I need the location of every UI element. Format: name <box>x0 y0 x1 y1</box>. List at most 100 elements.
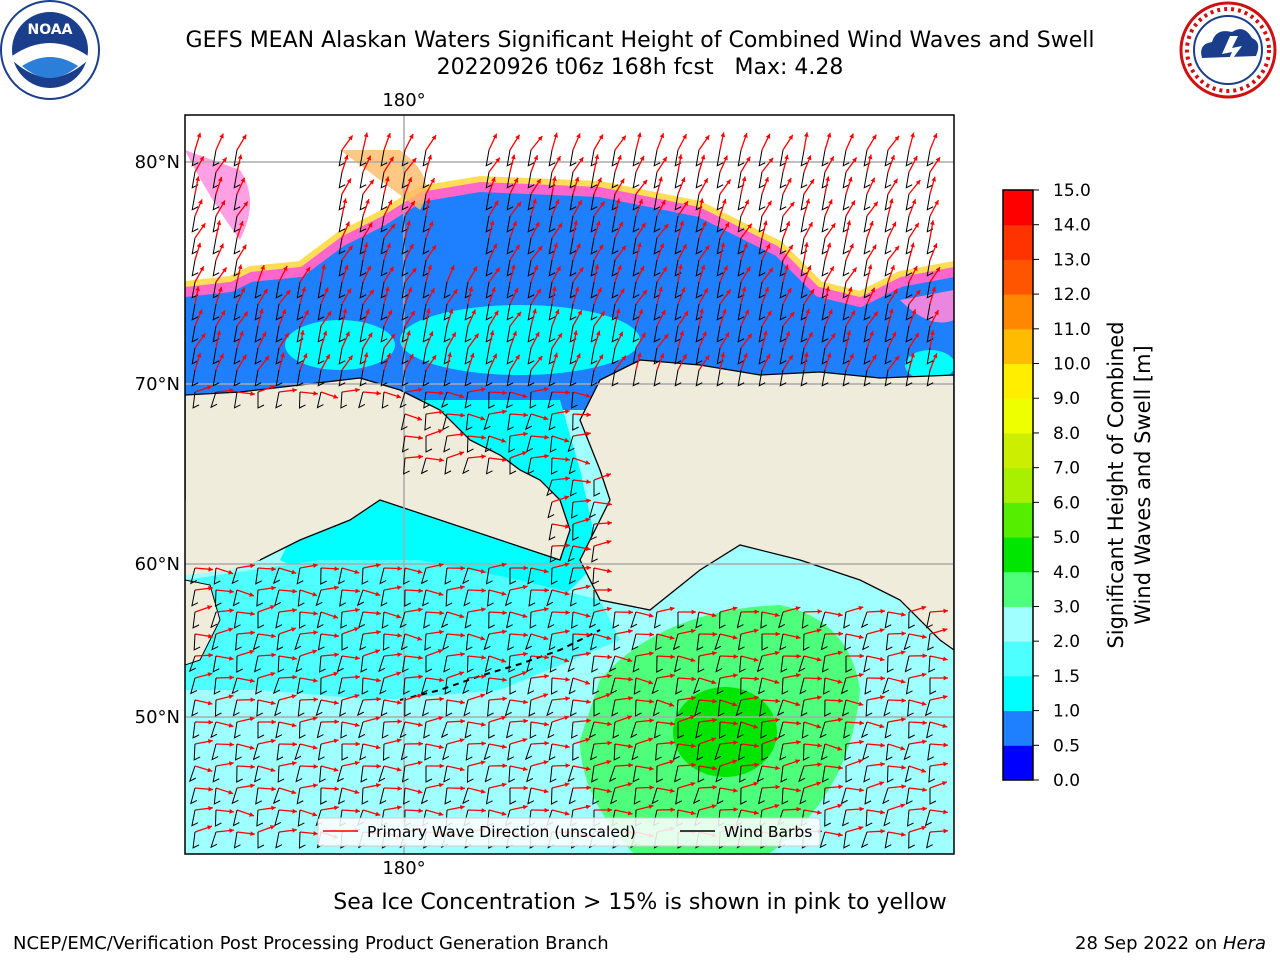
wave-arrow-head <box>700 154 706 160</box>
wind-barb <box>592 567 600 585</box>
wave-arrow-head <box>459 613 465 619</box>
wave-arrow-head <box>838 717 843 723</box>
wave-arrow-head <box>217 176 223 182</box>
wave-arrow-head <box>809 179 815 185</box>
wave-arrow-head <box>285 290 291 295</box>
wave-arrow-head <box>711 737 717 742</box>
wind-barb <box>677 722 685 739</box>
wind-barb <box>425 766 433 783</box>
wind-barb <box>758 347 766 365</box>
wave-arrow-head <box>543 568 549 574</box>
wave-arrow-head <box>585 766 591 771</box>
wind-barb <box>779 215 787 233</box>
wave-arrow-head <box>355 674 360 680</box>
wave-arrow-head <box>576 133 581 139</box>
wind-barb <box>443 435 451 453</box>
wave-arrow-head <box>691 743 696 749</box>
wave-arrow-head <box>348 355 353 361</box>
wave-arrow-head <box>241 134 247 140</box>
wind-barb <box>863 655 871 673</box>
wave-arrow-head <box>367 222 373 228</box>
wave-arrow-head <box>312 563 318 568</box>
wave-arrow-head <box>543 788 549 794</box>
wind-barb <box>212 171 220 189</box>
wave-arrow-head <box>796 787 801 793</box>
wind-barb <box>884 215 892 233</box>
wave-arrow-head <box>873 311 878 317</box>
wind-barb <box>608 655 617 673</box>
wave-arrow-head <box>553 132 559 138</box>
wind-barb <box>674 325 682 343</box>
wave-arrow-head <box>621 135 626 141</box>
wave-arrow-head <box>459 585 465 590</box>
wave-arrow-head <box>228 694 234 700</box>
wave-arrow-head <box>489 220 495 226</box>
wave-arrow-head <box>271 585 276 591</box>
wind-barb <box>193 633 201 651</box>
wave-arrow-head <box>859 787 864 793</box>
wave-arrow-head <box>513 287 519 293</box>
map-frame <box>184 114 955 855</box>
wind-barb <box>212 237 220 255</box>
wave-arrow-head <box>522 613 528 619</box>
wave-arrow-head <box>553 242 559 248</box>
wave-arrow-head <box>480 607 486 612</box>
wave-arrow-head <box>515 134 520 140</box>
wave-arrow-head <box>879 781 885 786</box>
wind-barb <box>884 237 892 255</box>
wind-barb <box>298 391 306 409</box>
wind-barb <box>696 743 704 761</box>
wind-barb <box>191 347 199 365</box>
wave-arrow-head <box>537 356 543 361</box>
wind-barb <box>401 149 409 167</box>
wind-barb <box>400 413 408 431</box>
wave-arrow-head <box>501 562 507 568</box>
wind-barb <box>588 721 596 739</box>
wind-barb <box>590 347 598 365</box>
wind-barb <box>488 611 495 629</box>
wind-barb <box>464 611 472 629</box>
wave-arrow-head <box>732 606 738 612</box>
wave-arrow-head <box>438 591 444 597</box>
wind-barb <box>776 699 785 717</box>
wave-arrow-head <box>606 635 612 641</box>
wind-barb <box>845 656 853 673</box>
colorbar-tick-label: 13.0 <box>1053 250 1091 270</box>
wave-arrow-head <box>333 671 339 677</box>
wind-barb <box>254 369 262 387</box>
wave-arrow-head <box>564 524 570 529</box>
wind-barb <box>277 655 285 673</box>
wind-barb <box>864 787 872 805</box>
wind-barb <box>571 501 578 519</box>
wave-arrow-head <box>552 176 557 182</box>
wave-arrow-head <box>493 310 499 316</box>
wind-barb <box>550 787 558 805</box>
wave-arrow-head <box>638 199 643 205</box>
wave-arrow-head <box>480 788 486 794</box>
wind-barb <box>929 678 937 695</box>
wind-barb <box>275 611 283 629</box>
wind-barb <box>590 171 598 189</box>
wave-arrow-head <box>942 723 948 729</box>
wave-arrow-head <box>291 569 297 575</box>
wave-arrow-head <box>682 354 687 360</box>
wave-arrow-head <box>411 268 417 273</box>
wind-barb <box>316 611 324 629</box>
wave-arrow-head <box>617 154 622 160</box>
wind-barb <box>589 743 597 761</box>
wind-barb <box>800 281 808 299</box>
wind-barb <box>632 237 640 255</box>
wave-arrow-head <box>489 330 495 336</box>
wave-arrow-head <box>564 495 570 501</box>
wind-barb <box>422 237 430 255</box>
wave-arrow-head <box>711 804 717 809</box>
wind-barb <box>676 699 684 717</box>
wave-arrow-head <box>662 266 667 272</box>
wave-arrow-head <box>869 330 874 336</box>
wind-barb <box>380 215 388 233</box>
wave-arrow-head <box>312 783 318 788</box>
wave-arrow-head <box>270 738 276 744</box>
wave-arrow-head <box>304 310 309 316</box>
wave-arrow-head <box>837 746 843 751</box>
wind-barb <box>674 215 682 233</box>
